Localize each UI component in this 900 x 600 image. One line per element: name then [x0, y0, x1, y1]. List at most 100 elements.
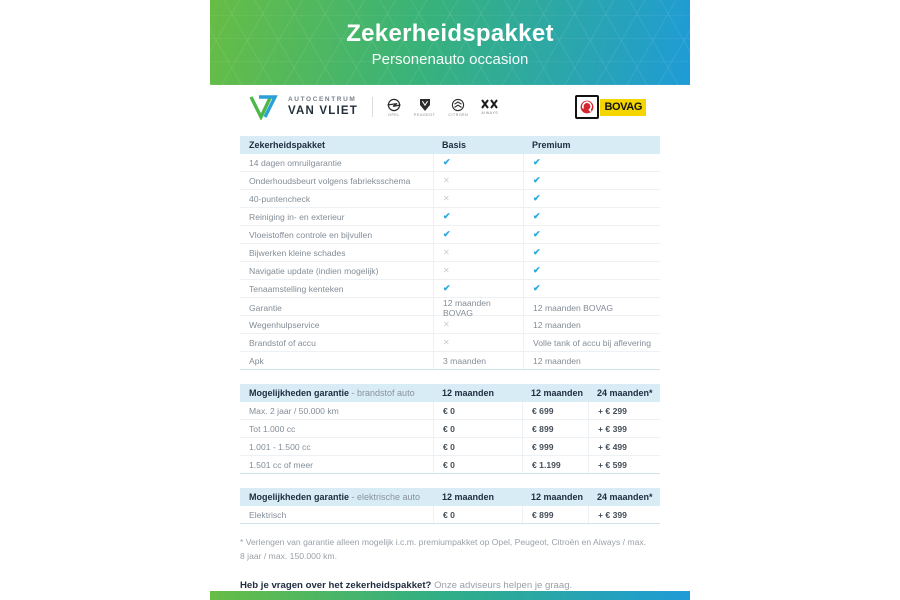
- package-table-rows: 14 dagen omruilgarantie ✔ ✔ Onderhoudsbeurt…: [240, 154, 660, 370]
- dealer-logo-group: AUTOCENTRUM VAN VLIET Opel P: [240, 94, 499, 120]
- cross-icon: ✕: [443, 248, 450, 257]
- table-row: 14 dagen omruilgarantie ✔ ✔: [240, 154, 660, 172]
- fuel-table-rows: Max. 2 jaar / 50.000 km € 0 € 699 + € 299 To…: [240, 402, 660, 474]
- brand-logos: Opel Peugeot Citroën: [387, 98, 499, 117]
- table-row: Vloeistoffen controle en bijvullen ✔ ✔: [240, 226, 660, 244]
- price-value: € 0: [433, 456, 522, 473]
- electric-col-2: 12 maanden: [531, 492, 584, 502]
- dealer-name-main: VAN VLIET: [288, 104, 359, 117]
- check-icon: ✔: [533, 265, 541, 275]
- row-label: Bijwerken kleine schades: [249, 247, 346, 258]
- row-label: Max. 2 jaar / 50.000 km: [249, 405, 339, 416]
- cross-icon: ✕: [443, 338, 450, 347]
- bovag-wordmark: BOVAG: [600, 98, 646, 116]
- fuel-col-2: 12 maanden: [531, 388, 584, 398]
- package-table-header: Zekerheidspakket Basis Premium: [240, 136, 660, 154]
- feature-value: ✕: [433, 172, 523, 189]
- page-subtitle: Personenauto occasion: [371, 51, 529, 68]
- table-row: Onderhoudsbeurt volgens fabrieksschema ✕ ✔: [240, 172, 660, 190]
- table-row: Apk 3 maanden 12 maanden: [240, 352, 660, 370]
- cross-icon: ✕: [443, 320, 450, 329]
- electric-table-header: Mogelijkheden garantie - elektrische aut…: [240, 488, 660, 506]
- price-value: + € 399: [588, 420, 660, 437]
- table-row: Elektrisch € 0 € 899 + € 399: [240, 506, 660, 524]
- dealer-name: AUTOCENTRUM VAN VLIET: [288, 96, 359, 117]
- check-icon: ✔: [533, 283, 541, 293]
- row-label: Elektrisch: [249, 509, 287, 520]
- check-icon: ✔: [443, 211, 451, 221]
- feature-value: ✔: [433, 208, 523, 225]
- price-value: € 0: [433, 506, 522, 523]
- feature-value: ✔: [523, 154, 660, 171]
- footnote: * Verlengen van garantie alleen mogelijk…: [240, 537, 647, 562]
- price-value: + € 599: [588, 456, 660, 473]
- row-label: Tenaamstelling kenteken: [249, 283, 344, 294]
- cross-icon: ✕: [443, 266, 450, 275]
- price-value: + € 299: [588, 402, 660, 419]
- check-icon: ✔: [533, 193, 541, 203]
- check-icon: ✔: [533, 247, 541, 257]
- question-rest: Onze adviseurs helpen je graag.: [431, 580, 573, 592]
- check-icon: ✔: [533, 157, 541, 167]
- package-header-premium: Premium: [532, 140, 571, 150]
- fuel-table-title: Mogelijkheden garantie - brandstof auto: [249, 388, 415, 398]
- package-header-basis: Basis: [442, 140, 467, 150]
- citroen-logo-icon: Citroën: [448, 98, 468, 117]
- row-label: Wegenhulpservice: [249, 319, 320, 330]
- table-row: Garantie 12 maanden BOVAG 12 maanden BOVAG: [240, 298, 660, 318]
- feature-value: 3 maanden: [433, 352, 523, 369]
- bovag-logo: BOVAG: [575, 95, 646, 119]
- header-banner: Zekerheidspakket Personenauto occasion: [210, 0, 690, 85]
- feature-value: ✕: [433, 334, 523, 351]
- row-label: 14 dagen omruilgarantie: [249, 157, 342, 168]
- peugeot-logo-icon: Peugeot: [414, 98, 435, 117]
- cross-icon: ✕: [443, 194, 450, 203]
- price-value: € 0: [433, 438, 522, 455]
- row-label: Navigatie update (indien mogelijk): [249, 265, 379, 276]
- feature-value: 12 maanden: [523, 352, 660, 369]
- opel-logo-icon: Opel: [387, 98, 401, 117]
- feature-value: ✕: [433, 316, 523, 333]
- row-label: Garantie: [249, 303, 282, 313]
- feature-value: ✔: [433, 280, 523, 297]
- table-row: 1.001 - 1.500 cc € 0 € 999 + € 499: [240, 438, 660, 456]
- check-icon: ✔: [443, 157, 451, 167]
- table-row: Wegenhulpservice ✕ 12 maanden: [240, 316, 660, 334]
- table-row: Max. 2 jaar / 50.000 km € 0 € 699 + € 299: [240, 402, 660, 420]
- row-label: Onderhoudsbeurt volgens fabrieksschema: [249, 175, 411, 186]
- feature-value: ✔: [523, 280, 660, 297]
- electric-table-rows: Elektrisch € 0 € 899 + € 399: [240, 506, 660, 524]
- electric-col-3: 24 maanden*: [597, 492, 653, 502]
- page-title: Zekerheidspakket: [346, 20, 554, 47]
- fuel-col-1: 12 maanden: [442, 388, 495, 398]
- logo-row: AUTOCENTRUM VAN VLIET Opel P: [240, 90, 660, 124]
- check-icon: ✔: [533, 175, 541, 185]
- van-vliet-logo-icon: [248, 94, 278, 120]
- logo-divider: [372, 97, 374, 117]
- feature-value: ✔: [523, 244, 660, 261]
- price-value: € 999: [522, 438, 588, 455]
- table-row: Tot 1.000 cc € 0 € 899 + € 399: [240, 420, 660, 438]
- feature-value: ✔: [433, 226, 523, 243]
- closing-question: Heb je vragen over het zekerheidspakket?…: [240, 580, 660, 591]
- check-icon: ✔: [533, 229, 541, 239]
- table-row: Brandstof of accu ✕ Volle tank of accu bij…: [240, 334, 660, 352]
- feature-value: 12 maanden: [523, 316, 660, 333]
- price-value: + € 399: [588, 506, 660, 523]
- price-value: € 899: [522, 506, 588, 523]
- row-label: 1.501 cc of meer: [249, 459, 314, 470]
- table-row: Navigatie update (indien mogelijk) ✕ ✔: [240, 262, 660, 280]
- feature-value: ✕: [433, 190, 523, 207]
- row-label: Brandstof of accu: [249, 337, 316, 348]
- row-label: Vloeistoffen controle en bijvullen: [249, 229, 373, 240]
- dealer-name-top: AUTOCENTRUM: [288, 96, 357, 103]
- bovag-mark-icon: [575, 95, 600, 119]
- row-label: 1.001 - 1.500 cc: [249, 441, 311, 452]
- row-label: 40-puntencheck: [249, 193, 311, 204]
- feature-value: Volle tank of accu bij aflevering: [523, 334, 660, 351]
- feature-value: ✔: [523, 262, 660, 279]
- package-table: Zekerheidspakket Basis Premium 14 dagen …: [240, 136, 660, 370]
- feature-value: ✔: [433, 154, 523, 171]
- feature-value: ✔: [523, 172, 660, 189]
